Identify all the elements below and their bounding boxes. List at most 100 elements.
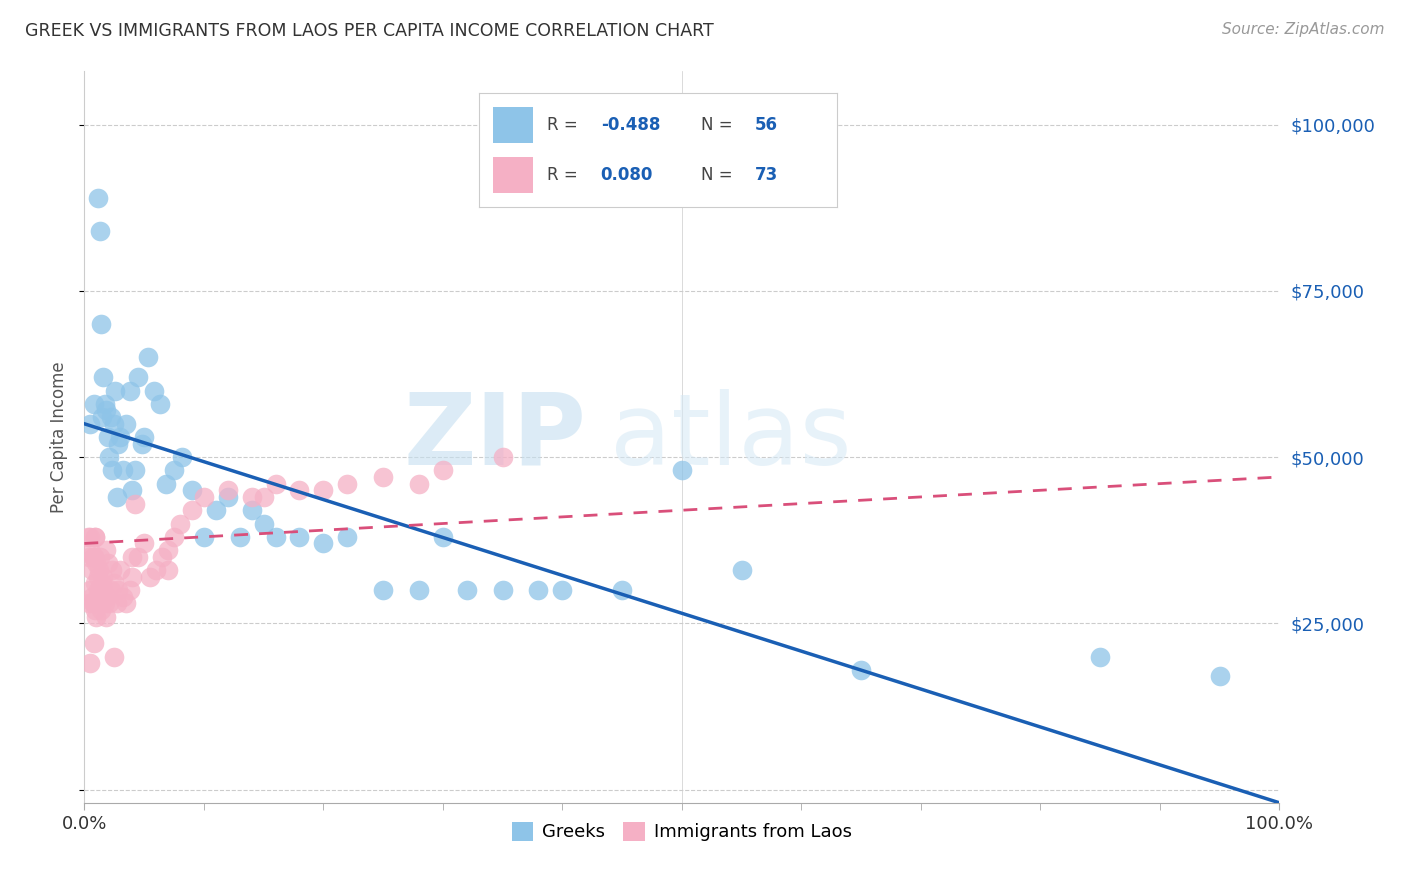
Point — [79, 582, 101, 597]
Point — [492, 450, 515, 464]
Point — [240, 503, 263, 517]
Point — [84, 603, 107, 617]
Point — [91, 590, 114, 604]
Point — [90, 317, 112, 331]
Point — [456, 582, 478, 597]
Point — [373, 582, 395, 597]
Point — [136, 351, 159, 365]
Text: ZIP: ZIP — [404, 389, 586, 485]
Legend: Greeks, Immigrants from Laos: Greeks, Immigrants from Laos — [505, 814, 859, 848]
Point — [98, 450, 121, 464]
Point — [97, 430, 120, 444]
Point — [82, 596, 104, 610]
Point — [86, 570, 108, 584]
Point — [408, 476, 430, 491]
Point — [121, 549, 143, 564]
Point — [127, 549, 149, 564]
Point — [110, 563, 132, 577]
Point — [181, 483, 204, 498]
Point — [851, 663, 873, 677]
Point — [100, 582, 122, 597]
Point — [86, 582, 108, 597]
Point — [103, 417, 125, 431]
Point — [336, 476, 359, 491]
Point — [217, 483, 239, 498]
Point — [77, 549, 100, 564]
Text: atlas: atlas — [610, 389, 852, 485]
Point — [104, 384, 127, 398]
Point — [107, 582, 129, 597]
Point — [87, 596, 110, 610]
Point — [93, 570, 115, 584]
Point — [105, 596, 128, 610]
Point — [91, 410, 114, 425]
Point — [527, 582, 550, 597]
Point — [90, 603, 112, 617]
Point — [121, 483, 143, 498]
Point — [139, 570, 162, 584]
Point — [83, 636, 105, 650]
Point — [103, 576, 125, 591]
Point — [132, 536, 156, 550]
Point — [373, 470, 395, 484]
Point — [103, 649, 125, 664]
Point — [94, 609, 117, 624]
Point — [408, 582, 430, 597]
Point — [94, 403, 117, 417]
Point — [115, 596, 138, 610]
Point — [118, 582, 141, 597]
Y-axis label: Per Capita Income: Per Capita Income — [51, 361, 69, 513]
Point — [79, 543, 101, 558]
Point — [86, 557, 108, 571]
Point — [181, 503, 204, 517]
Point — [118, 384, 141, 398]
Point — [551, 582, 574, 597]
Point — [145, 563, 167, 577]
Point — [98, 596, 121, 610]
Point — [93, 370, 115, 384]
Point — [157, 543, 180, 558]
Point — [150, 549, 173, 564]
Point — [83, 549, 105, 564]
Point — [163, 463, 186, 477]
Point — [86, 609, 108, 624]
Point — [80, 563, 103, 577]
Text: Source: ZipAtlas.com: Source: ZipAtlas.com — [1222, 22, 1385, 37]
Point — [83, 549, 105, 564]
Point — [264, 530, 287, 544]
Point — [115, 417, 138, 431]
Point — [80, 590, 103, 604]
Point — [107, 436, 129, 450]
Point — [83, 596, 105, 610]
Point — [79, 530, 101, 544]
Point — [155, 476, 177, 491]
Point — [79, 417, 101, 431]
Point — [169, 516, 191, 531]
Point — [229, 530, 252, 544]
Point — [97, 557, 120, 571]
Point — [253, 490, 276, 504]
Point — [93, 582, 115, 597]
Point — [84, 576, 107, 591]
Point — [84, 530, 107, 544]
Point — [124, 463, 146, 477]
Point — [288, 530, 311, 544]
Point — [100, 410, 122, 425]
Point — [163, 530, 186, 544]
Point — [83, 397, 105, 411]
Point — [157, 563, 180, 577]
Point — [131, 436, 153, 450]
Point — [312, 483, 335, 498]
Point — [336, 530, 359, 544]
Point — [77, 596, 100, 610]
Point — [101, 563, 124, 577]
Point — [105, 490, 128, 504]
Point — [671, 463, 693, 477]
Point — [193, 490, 215, 504]
Point — [492, 582, 515, 597]
Point — [124, 497, 146, 511]
Point — [132, 430, 156, 444]
Point — [731, 563, 754, 577]
Point — [312, 536, 335, 550]
Point — [101, 463, 124, 477]
